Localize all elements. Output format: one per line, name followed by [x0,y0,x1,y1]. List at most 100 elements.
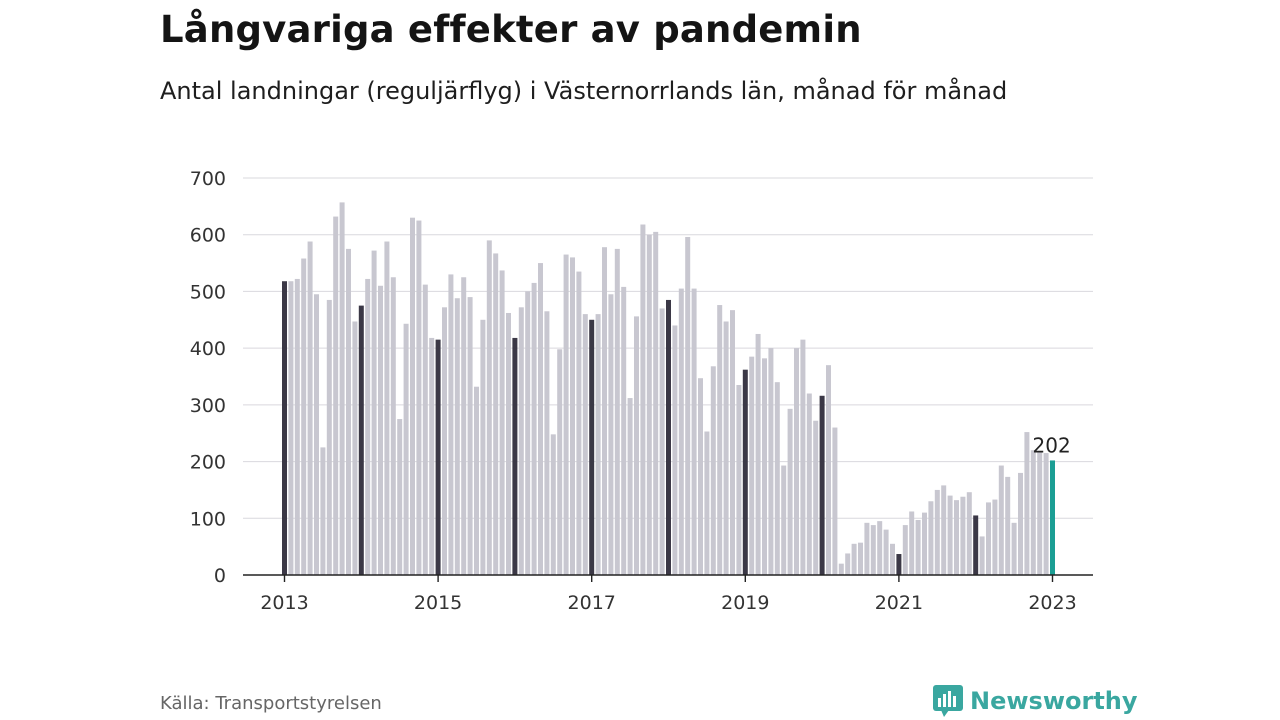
bar [915,519,921,575]
bar [934,489,940,575]
bar [576,271,582,575]
y-tick-label: 300 [190,395,226,417]
bar [390,277,396,575]
bar [813,420,819,575]
bar [909,511,915,575]
bar [544,311,550,575]
bar [947,495,953,575]
bar [352,321,358,575]
bar [762,358,767,575]
bar [832,427,838,575]
y-tick-label: 0 [214,565,226,587]
bar [800,339,806,575]
bar [435,339,441,575]
bar [378,285,383,575]
source-note: Källa: Transportstyrelsen [160,693,382,714]
bar [685,236,691,576]
bar [883,529,889,575]
chart-title: Långvariga effekter av pandemin [160,8,862,51]
latest-value-label: 202 [1033,433,1071,457]
bar [666,299,671,575]
bar [307,241,313,575]
x-axis-ticks: 2013 2015 2017 2019 2021 2023 [260,575,1077,614]
bar [608,294,614,575]
bar [858,542,863,575]
bar [595,314,601,575]
bar [518,307,524,575]
bar [467,297,473,575]
bar [781,465,787,575]
bar [531,282,537,575]
bar [429,337,435,575]
bar [787,408,793,575]
bar [902,525,908,575]
bar [282,281,287,575]
bar [288,281,294,575]
bar [621,286,627,575]
bar [410,217,415,575]
bar [864,522,870,575]
y-axis-tick-labels: 0 100 200 300 400 500 600 700 [190,168,226,587]
bar [550,434,556,575]
bar [358,305,364,575]
bar [333,216,339,575]
bar [896,554,902,575]
x-tick-label: 2017 [568,592,616,614]
bar [806,393,812,575]
chart-subtitle: Antal landningar (reguljärflyg) i Väster… [160,77,1008,105]
brand-logo: Newsworthy [932,683,1138,719]
bar [384,241,390,575]
x-tick-label: 2013 [260,592,308,614]
bar [614,248,620,575]
bar [480,319,486,575]
bar [627,398,633,575]
bar [723,321,729,575]
bar [512,337,518,575]
bar [870,525,876,575]
bar [819,395,825,575]
bar [454,298,460,575]
bar [499,270,505,575]
bar [742,369,748,575]
bar [403,323,409,575]
bar [794,348,799,575]
bar [768,348,774,575]
bar [691,288,697,575]
bar [979,536,985,575]
bar [493,253,499,575]
bar [442,307,447,575]
bar [397,419,403,575]
bar [954,500,959,575]
bar [602,247,607,575]
bar [986,502,991,575]
brand-name: Newsworthy [970,687,1138,715]
bar [422,284,428,575]
bar [1030,450,1036,575]
y-tick-label: 100 [190,508,226,530]
bar [992,499,998,575]
bar [557,349,563,575]
newsworthy-logo-icon [933,685,963,717]
bar [960,496,966,575]
bar [320,447,326,575]
bar [474,386,479,575]
bar [704,431,710,575]
bar [698,378,703,575]
bar [339,202,345,575]
y-tick-label: 400 [190,338,226,360]
bar [371,250,377,575]
bar [845,553,851,575]
bar [877,521,883,575]
y-tick-label: 600 [190,225,226,247]
bar [736,385,742,575]
bar [1005,476,1011,575]
bar [1050,460,1055,575]
bar [653,231,659,575]
bar [294,278,300,575]
annotations: 202 [1033,433,1071,457]
x-tick-label: 2019 [721,592,769,614]
bars [282,202,1055,576]
bar [538,263,543,575]
bar [1043,453,1049,575]
